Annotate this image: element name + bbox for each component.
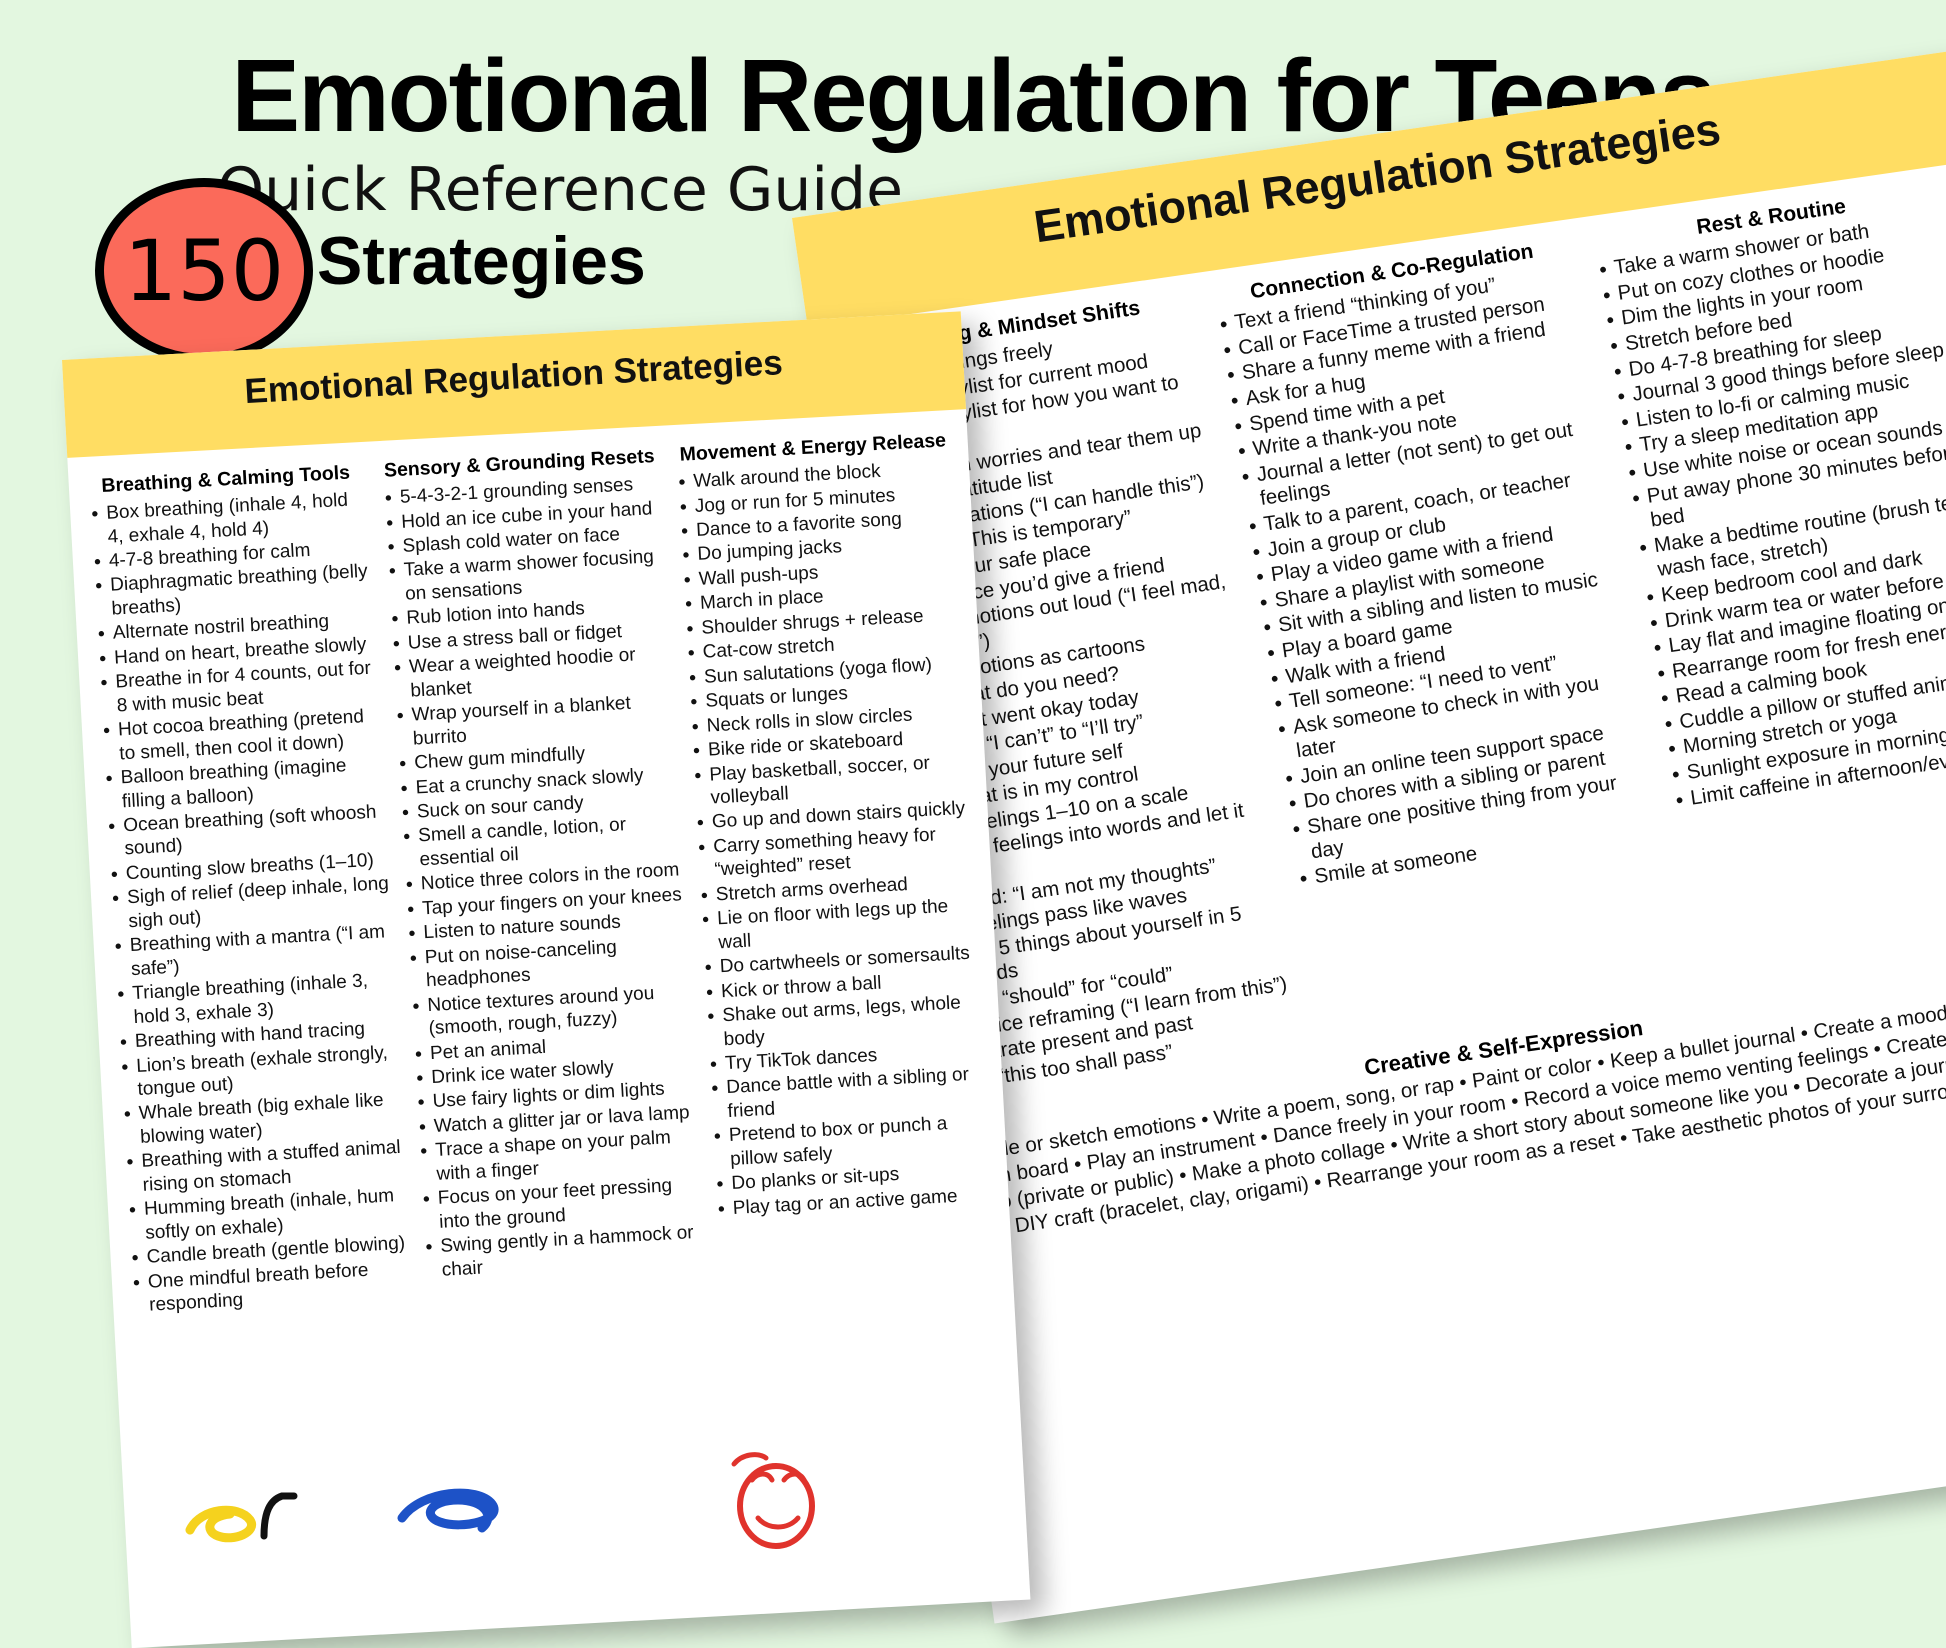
strategy-list: Text a friend “thinking of you” Call or … xyxy=(1213,262,1658,893)
front-page-sheet: Emotional Regulation Strategies Breathin… xyxy=(62,311,1031,1648)
strategy-list: 5-4-3-2-1 grounding senses Hold an ice c… xyxy=(379,472,704,1283)
yellow-scribble-doodle xyxy=(185,1492,298,1543)
column-breathing-calming-tools: Breathing & Calming Tools Box breathing … xyxy=(84,460,411,1319)
page-subtitle: Quick Reference Guide xyxy=(216,155,904,225)
strategy-list: Take a warm shower or bath Put on cozy c… xyxy=(1593,207,1946,813)
strategy-count-badge: 150 xyxy=(95,178,313,363)
strategy-list: Box breathing (inhale 4, hold 4, exhale … xyxy=(86,488,412,1318)
page-header: Emotional Regulation for Teens Quick Ref… xyxy=(0,0,1946,370)
red-face-doodle xyxy=(731,1452,815,1549)
strategy-count-number: 150 xyxy=(123,221,285,320)
front-sheet-columns: Breathing & Calming Tools Box breathing … xyxy=(67,409,1012,1320)
strategies-label: Strategies xyxy=(317,223,646,299)
blue-scribble-doodle xyxy=(397,1488,499,1533)
badge-row: 150 Strategies xyxy=(95,178,995,363)
column-movement-energy-release: Movement & Energy Release Walk around th… xyxy=(671,428,998,1287)
strategy-list: Walk around the block Jog or run for 5 m… xyxy=(673,456,995,1221)
column-sensory-grounding-resets: Sensory & Grounding Resets 5-4-3-2-1 gro… xyxy=(378,444,705,1303)
